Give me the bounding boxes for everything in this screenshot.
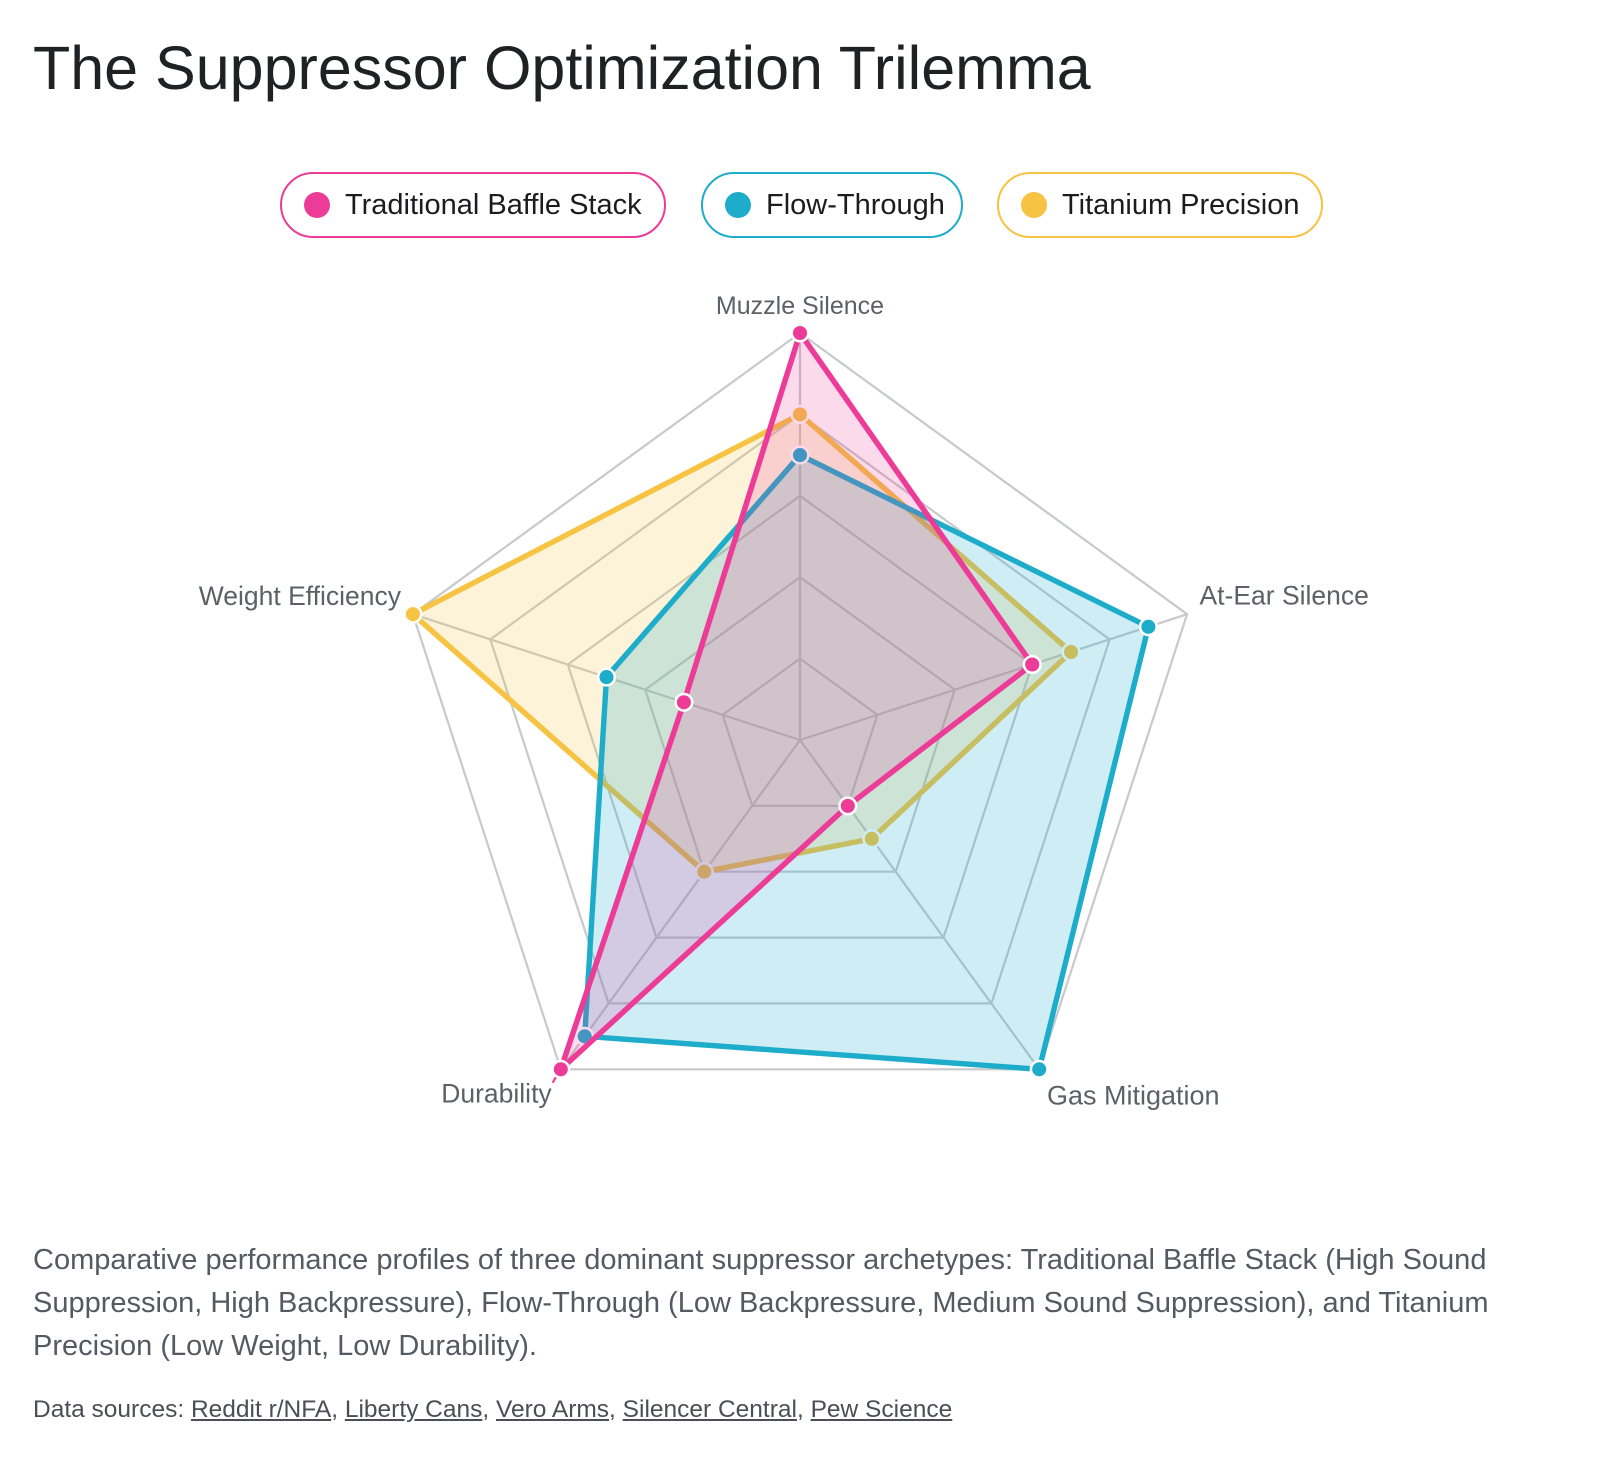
svg-text:Muzzle Silence: Muzzle Silence [716,292,884,320]
svg-text:At-Ear Silence: At-Ear Silence [1200,581,1369,611]
svg-text:Weight Efficiency: Weight Efficiency [199,581,402,611]
svg-text:Gas Mitigation: Gas Mitigation [1047,1081,1220,1111]
svg-text:Durability: Durability [441,1079,552,1109]
